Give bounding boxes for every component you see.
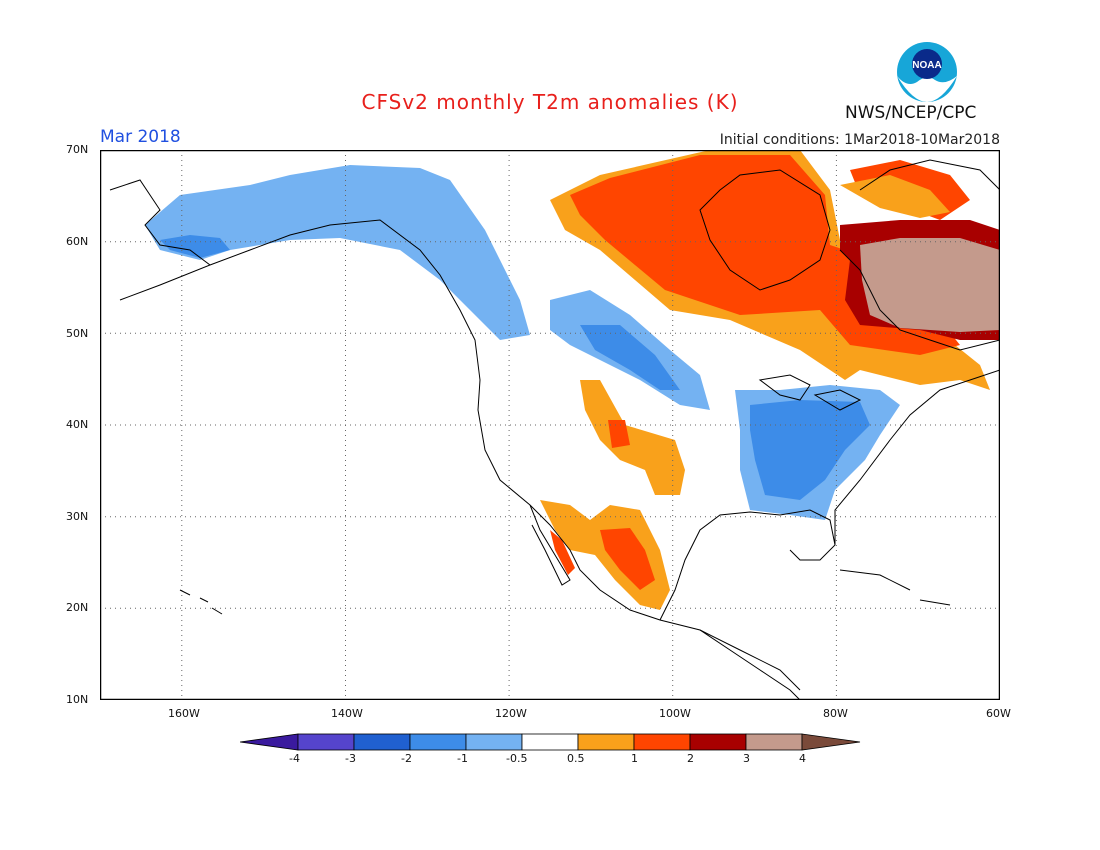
colorbar-label: 1 — [631, 752, 638, 765]
warm-plains-1 — [608, 420, 630, 448]
warm-labrador-4 — [860, 238, 1000, 332]
warm-baja-1 — [550, 530, 575, 575]
coastlines — [109, 159, 1000, 700]
colorbar-arrow-left — [240, 733, 299, 751]
warm-mexico-1 — [600, 528, 655, 590]
lon-tick-60w: 60W — [986, 707, 1011, 720]
month-label: Mar 2018 — [100, 127, 181, 147]
lat-tick-70n: 70N — [66, 143, 89, 156]
lat-tick-50n: 50N — [66, 327, 89, 340]
lon-tick-80w: 80W — [823, 707, 848, 720]
lon-tick-100w: 100W — [659, 707, 691, 720]
colorbar-label: -1 — [457, 752, 468, 765]
lat-tick-20n: 20N — [66, 601, 89, 614]
cold-alaska-1 — [160, 235, 230, 258]
lat-tick-40n: 40N — [66, 418, 89, 431]
anomaly-map — [100, 150, 1000, 700]
colorbar-label: 4 — [799, 752, 806, 765]
lat-tick-60n: 60N — [66, 235, 89, 248]
graticule — [100, 150, 1000, 700]
cold-alaska-yukon — [145, 165, 530, 340]
lat-tick-30n: 30N — [66, 510, 89, 523]
initial-conditions-label: Initial conditions: 1Mar2018-10Mar2018 — [719, 132, 1000, 148]
colorbar-label: -2 — [401, 752, 412, 765]
colorbar-label: -4 — [289, 752, 300, 765]
colorbar-label: 0.5 — [567, 752, 585, 765]
colorbar-label: -3 — [345, 752, 356, 765]
noaa-logo-text: NOAA — [912, 60, 941, 71]
warm-plains-0.5 — [580, 380, 685, 495]
colorbar-label: 3 — [743, 752, 750, 765]
noaa-logo: NOAA — [897, 42, 957, 102]
colorbar-arrow-right — [801, 733, 861, 751]
colorbar-label: -0.5 — [506, 752, 528, 765]
warm-greenland-edge — [840, 175, 950, 218]
lon-tick-120w: 120W — [495, 707, 527, 720]
lon-tick-160w: 160W — [168, 707, 200, 720]
lat-tick-10n: 10N — [66, 693, 89, 706]
lon-tick-140w: 140W — [331, 707, 363, 720]
map-frame — [100, 150, 1000, 700]
colorbar — [240, 733, 861, 751]
colorbar-label: 2 — [687, 752, 694, 765]
cold-northern-plains-core — [580, 325, 680, 390]
chart-title: CFSv2 monthly T2m anomalies (K) — [361, 90, 739, 114]
agency-label: NWS/NCEP/CPC — [845, 103, 977, 123]
